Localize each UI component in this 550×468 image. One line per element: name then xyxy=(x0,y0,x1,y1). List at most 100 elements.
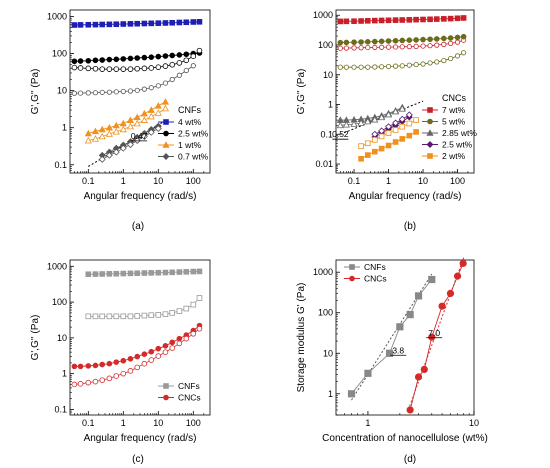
panel-c-data-point-loss xyxy=(120,370,127,377)
panel-a-data-point xyxy=(119,119,127,127)
panel-a-data-point xyxy=(105,123,113,131)
panel-a-curve-point xyxy=(183,67,189,74)
panel-c-data-point-loss xyxy=(169,345,176,351)
panel-c-data-point xyxy=(141,270,148,276)
panel-c-data-point-loss xyxy=(77,381,84,387)
panel-b-data-point xyxy=(441,16,447,22)
panel-b-curve-point xyxy=(337,45,343,51)
panel-c-data-point xyxy=(176,335,183,342)
panel-a-y-tick-label: 1 xyxy=(62,123,67,133)
panel-b-y-tick-label: 10 xyxy=(323,70,333,80)
panel-c-y-tick-label: 1000 xyxy=(47,261,67,271)
panel-a-curve-point xyxy=(190,63,196,69)
panel-a-data-point xyxy=(71,22,78,28)
panel-a-data-point-loss xyxy=(105,151,113,159)
panel-b-y-tick-label: 0.1 xyxy=(320,129,333,139)
panel-b-curve-point xyxy=(420,61,426,67)
panel-b-x-axis-label: Angular frequency (rad/s) xyxy=(349,191,462,202)
panel-c-data-point-loss xyxy=(196,325,203,332)
panel-b-curve-point xyxy=(392,44,399,50)
panel-b-data-point-loss xyxy=(392,119,400,127)
panel-a-data-point-loss xyxy=(169,61,176,68)
panel-a-legend-marker xyxy=(162,141,170,148)
panel-b-curve-point xyxy=(434,59,440,65)
panel-c-data-point xyxy=(92,362,99,369)
panel-a-legend-label: 2.5 wt% xyxy=(178,129,209,139)
panel-b-data-point xyxy=(364,18,371,24)
panel-a-data-point xyxy=(127,55,134,62)
panel-b-curve-point xyxy=(392,63,399,69)
panel-d-data-point xyxy=(406,406,414,414)
panel-d-data-point xyxy=(385,349,394,357)
panel-b-data-point-loss xyxy=(385,130,392,136)
panel-c-data-point xyxy=(196,268,203,275)
panel-a-data-point xyxy=(141,54,148,61)
panel-b-series-line xyxy=(340,107,403,121)
panel-b-data-point-loss xyxy=(392,127,399,133)
panel-b-data-point xyxy=(399,17,406,23)
panel-b-data-point xyxy=(364,152,371,158)
panel-c-data-point-loss xyxy=(134,313,141,319)
panel-c-data-point xyxy=(106,271,113,277)
panel-a-data-point-loss xyxy=(112,127,120,135)
panel-b-data-point xyxy=(420,16,426,23)
panel-d-caption: (d) xyxy=(404,454,416,465)
panel-a-data-point-loss xyxy=(84,136,92,144)
panel-b-curve-point xyxy=(427,60,433,66)
panel-b-y-tick-label: 100 xyxy=(318,40,333,50)
panel-a-data-point-loss xyxy=(162,63,169,69)
panel-b-curve-point xyxy=(343,45,349,51)
panel-a-data-point-loss xyxy=(98,132,106,140)
panel-a-curve-point xyxy=(113,89,119,95)
panel-c-data-point-loss xyxy=(113,373,120,379)
panel-c-data-point xyxy=(148,270,155,276)
panel-c-data-point xyxy=(176,269,183,275)
panel-a-data-point xyxy=(190,19,197,25)
panel-a-data-point-loss xyxy=(119,144,127,152)
panel-b-data-point-loss xyxy=(371,115,379,123)
panel-b-data-point xyxy=(427,36,433,43)
panel-b-legend-label: 2 wt% xyxy=(442,151,466,161)
panel-c-data-point xyxy=(113,270,120,277)
panel-d-legend-marker xyxy=(349,275,355,282)
panel-c-data-point-loss xyxy=(196,295,203,301)
panel-b-data-point xyxy=(385,17,392,24)
panel-b-curve-point xyxy=(351,45,357,51)
panel-a-data-point xyxy=(126,116,135,123)
panel-c-data-point-loss xyxy=(127,368,134,374)
panel-d-data-point xyxy=(459,259,467,267)
panel-a-data-point xyxy=(113,21,120,28)
panel-b-curve-point xyxy=(406,44,412,50)
panel-b-data-point xyxy=(420,36,426,43)
panel-b-data-point xyxy=(385,142,392,149)
panel-a-curve-point xyxy=(162,80,169,86)
panel-a-x-tick-label: 0.1 xyxy=(82,176,95,186)
panel-b-curve-point xyxy=(379,64,385,70)
panel-a-data-point xyxy=(99,21,106,28)
panel-c-data-point-loss xyxy=(148,312,155,319)
panel-a-data-point xyxy=(92,57,99,64)
panel-a-curve-point xyxy=(77,90,84,96)
panel-b-data-point xyxy=(413,37,419,43)
panel-c-data-point-loss xyxy=(155,312,162,318)
panel-d-data-point xyxy=(428,333,436,341)
panel-d-data-point xyxy=(406,310,414,319)
panel-a-data-point xyxy=(71,58,78,65)
panel-b-curve-point xyxy=(365,44,371,51)
panel-d-data-point xyxy=(420,365,428,374)
panel-b-data-point xyxy=(460,33,467,40)
panel-b-data-point xyxy=(447,35,454,41)
panel-c-data-point-loss xyxy=(106,375,113,382)
panel-c-data-point-loss xyxy=(190,301,197,308)
panel-c-data-point xyxy=(106,360,113,367)
panel-b-data-point xyxy=(378,17,385,24)
panel-a-data-point-loss xyxy=(106,66,113,72)
panel-b-data-point xyxy=(392,17,399,23)
panel-b-curve-point xyxy=(385,44,392,50)
panel-b-data-point xyxy=(447,15,454,22)
panel-c-data-point-loss xyxy=(120,313,127,320)
panel-b-curve-point xyxy=(372,64,378,70)
panel-b-data-point-loss xyxy=(364,117,372,125)
panel-a-data-point xyxy=(183,19,190,26)
panel-b-data-point-loss xyxy=(364,140,371,147)
